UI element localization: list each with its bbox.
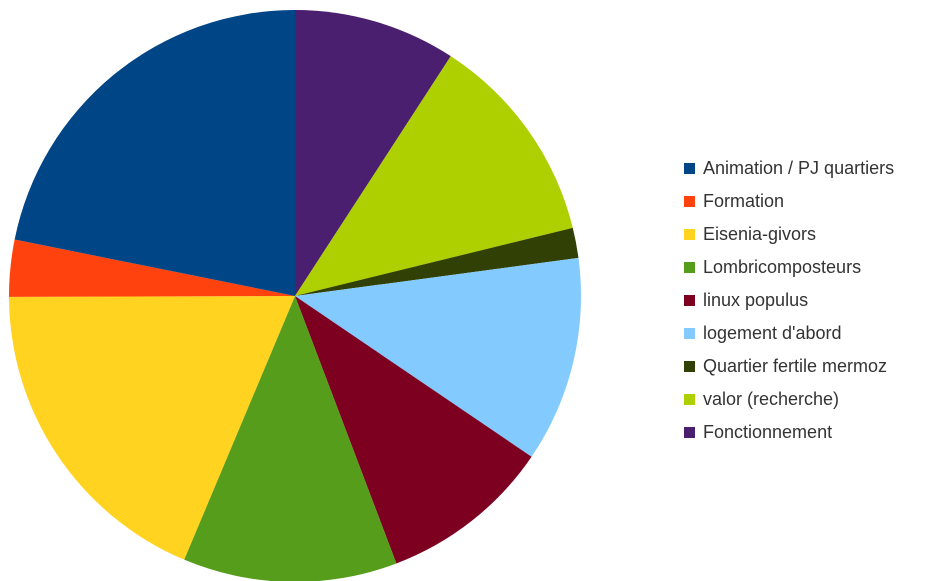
legend-item-formation: Formation xyxy=(684,185,894,218)
legend-label: linux populus xyxy=(703,290,809,310)
legend-item-valor-recherche: valor (recherche) xyxy=(684,383,894,416)
legend-label: Fonctionnement xyxy=(703,422,833,442)
pie-slice-formation xyxy=(8,239,296,297)
legend-item-quartier-fertile-mermoz: Quartier fertile mermoz xyxy=(684,350,894,383)
legend-item-logement-d-abord: logement d'abord xyxy=(684,317,894,350)
pie-slice-animation-pj-quartiers xyxy=(14,10,295,296)
legend: Animation / PJ quartiers Formation Eisenia… xyxy=(684,152,894,449)
legend-label: Lombricomposteurs xyxy=(703,257,862,277)
legend-swatch xyxy=(684,163,695,174)
legend-label: Quartier fertile mermoz xyxy=(703,356,888,376)
legend-swatch xyxy=(684,361,695,372)
legend-item-lombricomposteurs: Lombricomposteurs xyxy=(684,251,894,284)
legend-label: valor (recherche) xyxy=(703,389,840,409)
pie-slice-linux-populus xyxy=(295,296,532,564)
legend-item-linux-populus: linux populus xyxy=(684,284,894,317)
pie-slices xyxy=(8,10,581,581)
legend-swatch xyxy=(684,229,695,240)
legend-swatch xyxy=(684,328,695,339)
legend-swatch xyxy=(684,295,695,306)
pie-slice-valor-recherche xyxy=(295,56,573,296)
pie-slice-lombricomposteurs xyxy=(184,296,397,581)
legend-label: logement d'abord xyxy=(703,323,842,343)
legend-label: Eisenia-givors xyxy=(703,224,817,244)
legend-item-fonctionnement: Fonctionnement xyxy=(684,416,894,449)
pie-slice-eisenia-givors xyxy=(9,296,295,560)
legend-swatch xyxy=(684,394,695,405)
pie-slice-logement-d-abord xyxy=(295,257,581,457)
legend-label: Formation xyxy=(703,191,785,211)
legend-item-eisenia-givors: Eisenia-givors xyxy=(684,218,894,251)
legend-swatch xyxy=(684,196,695,207)
legend-item-animation-pj-quartiers: Animation / PJ quartiers xyxy=(684,152,894,185)
pie-slice-quartier-fertile-mermoz xyxy=(295,227,579,296)
pie-slice-fonctionnement xyxy=(295,10,451,296)
legend-swatch xyxy=(684,262,695,273)
legend-label: Animation / PJ quartiers xyxy=(703,158,895,178)
legend-swatch xyxy=(684,427,695,438)
